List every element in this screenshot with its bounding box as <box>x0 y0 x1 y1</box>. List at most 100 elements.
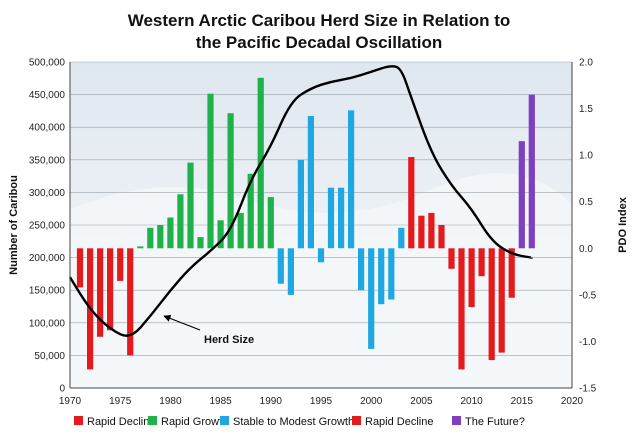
pdo-bar <box>458 248 465 370</box>
y-left-tick-label: 450,000 <box>29 90 66 101</box>
y-left-tick-label: 400,000 <box>29 123 66 134</box>
legend-item: Rapid Decline <box>352 416 433 428</box>
pdo-bar <box>287 248 294 295</box>
pdo-bar <box>368 248 375 349</box>
pdo-bar <box>187 162 194 249</box>
x-tick-label: 1990 <box>260 396 283 407</box>
y-left-tick-label: 300,000 <box>29 188 66 199</box>
y-left-tick-label: 200,000 <box>29 253 66 264</box>
y-right-tick-label: 0.5 <box>579 197 593 208</box>
pdo-bar <box>338 187 345 249</box>
annotation-arrow <box>163 314 201 331</box>
pdo-bar <box>327 187 335 249</box>
pdo-bar <box>448 248 455 269</box>
legend-swatch <box>74 416 83 425</box>
x-tick-label: 1980 <box>159 396 182 407</box>
pdo-bar <box>147 227 154 249</box>
legend-label: Rapid Growth <box>161 416 228 428</box>
x-tick-label: 1970 <box>59 396 82 407</box>
pdo-bar <box>207 93 214 249</box>
pdo-bar <box>418 215 425 249</box>
pdo-bar <box>137 246 144 249</box>
x-tick-label: 2000 <box>360 396 383 407</box>
y-right-tick-label: -1.5 <box>579 384 597 395</box>
legend-label: The Future? <box>465 416 525 428</box>
pdo-bar <box>378 248 385 305</box>
pdo-bar <box>408 157 415 249</box>
snow-hills-decoration <box>70 173 572 388</box>
pdo-bar <box>498 248 505 353</box>
x-tick-label: 2015 <box>511 396 534 407</box>
x-tick-label: 1995 <box>310 396 333 407</box>
pdo-bar <box>227 113 234 249</box>
pdo-bar <box>107 248 114 331</box>
pdo-bar <box>267 197 274 249</box>
axes: 0 50,000 100,000 150,000 200,000 250,000 300,0… <box>29 58 597 408</box>
legend-label: Rapid Decline <box>87 416 155 428</box>
pdo-bar <box>388 248 395 300</box>
pdo-bar <box>528 94 535 249</box>
herd-size-line <box>68 65 533 337</box>
chart-title-line-1: Western Arctic Caribou Herd Size in Rela… <box>128 11 511 30</box>
y-left-tick-label: 50,000 <box>34 351 65 362</box>
y-right-tick-label: 2.0 <box>579 58 593 69</box>
pdo-bar <box>237 212 244 249</box>
pdo-bar <box>197 237 204 249</box>
pdo-bar <box>76 248 84 288</box>
y-right-tick-label: -1.0 <box>579 337 597 348</box>
y-right-tick-label: 0.0 <box>579 244 593 255</box>
y-left-tick-label: 500,000 <box>29 58 66 69</box>
pdo-bar <box>277 248 284 284</box>
pdo-bar <box>478 248 485 277</box>
pdo-bar <box>398 227 405 249</box>
y-right-tick-label: 1.0 <box>579 151 593 162</box>
pdo-bar <box>117 248 124 281</box>
pdo-bar <box>518 141 525 249</box>
pdo-bar <box>358 248 365 291</box>
herd-size-annotation: Herd Size <box>163 314 254 346</box>
pdo-bar <box>438 225 445 249</box>
pdo-bar <box>468 248 475 307</box>
legend: Rapid Decline Rapid Growth Stable to Modes… <box>74 416 525 428</box>
legend-swatch <box>220 416 229 425</box>
legend-item: Rapid Growth <box>148 416 228 428</box>
pdo-bar <box>488 248 495 361</box>
y-axis-left-title: Number of Caribou <box>8 175 20 275</box>
pdo-bar <box>167 217 174 249</box>
y-left-tick-label: 250,000 <box>29 221 66 232</box>
pdo-bar <box>317 248 325 263</box>
x-tick-label: 1975 <box>109 396 132 407</box>
y-left-tick-label: 0 <box>59 384 65 395</box>
x-tick-label: 2005 <box>410 396 433 407</box>
pdo-bar <box>127 248 134 356</box>
herd-size-line-group <box>68 65 533 337</box>
x-tick-label: 2020 <box>561 396 584 407</box>
legend-item: Stable to Modest Growth <box>220 416 354 428</box>
pdo-bar <box>157 225 164 249</box>
chart-title-line-2: the Pacific Decadal Oscillation <box>196 33 443 52</box>
y-left-tick-label: 100,000 <box>29 318 66 329</box>
pdo-bar <box>428 212 435 249</box>
y-right-tick-label: -0.5 <box>579 290 597 301</box>
y-left-tick-label: 150,000 <box>29 286 66 297</box>
legend-swatch <box>148 416 157 425</box>
y-right-tick-label: 1.5 <box>579 104 593 115</box>
pdo-bar <box>508 248 515 298</box>
legend-item: Rapid Decline <box>74 416 155 428</box>
legend-label: Stable to Modest Growth <box>233 416 354 428</box>
annotation-label: Herd Size <box>204 334 254 346</box>
y-axis-right-title: PDO Index <box>617 196 629 253</box>
pdo-bar <box>217 220 224 249</box>
legend-swatch <box>352 416 361 425</box>
pdo-bar <box>307 116 314 249</box>
pdo-bar <box>297 159 304 249</box>
x-tick-label: 2010 <box>460 396 483 407</box>
pdo-bar <box>247 173 254 249</box>
pdo-bar <box>348 110 355 249</box>
x-tick-label: 1985 <box>209 396 232 407</box>
pdo-bar <box>177 194 184 249</box>
legend-label: Rapid Decline <box>365 416 433 428</box>
legend-item: The Future? <box>452 416 525 428</box>
legend-swatch <box>452 416 461 425</box>
